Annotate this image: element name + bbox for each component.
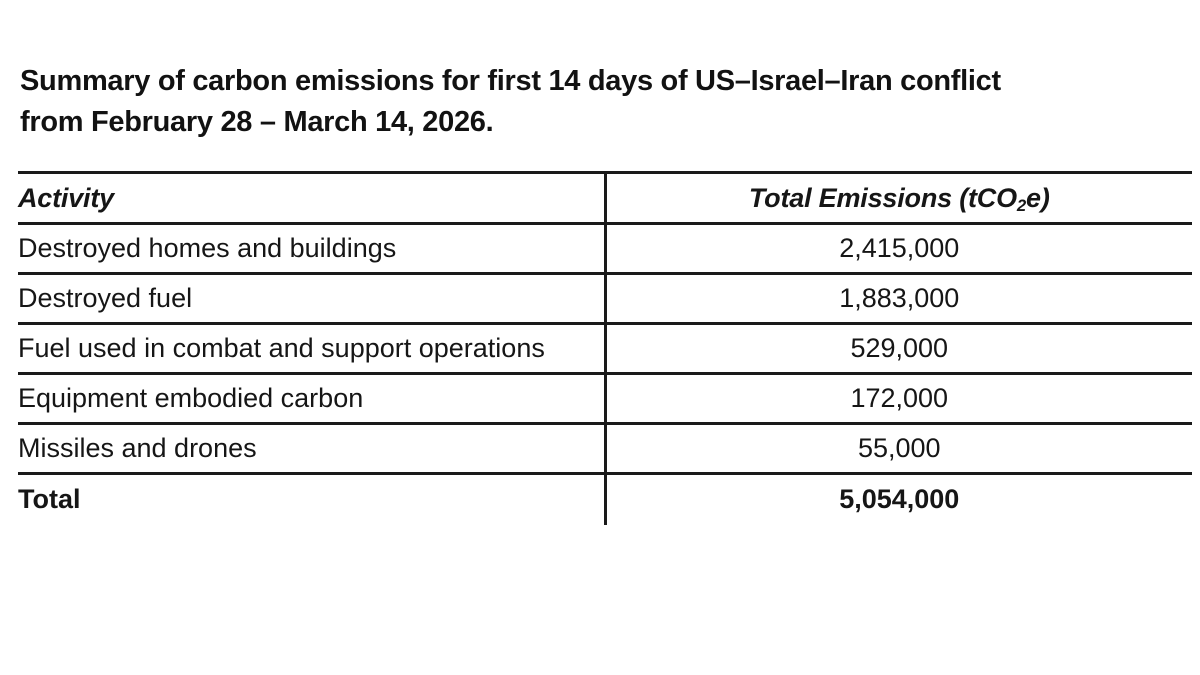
header-emissions-suffix: e) bbox=[1026, 182, 1050, 213]
activity-cell: Missiles and drones bbox=[18, 423, 605, 475]
table-header-row: Activity Total Emissions (tCO2e) bbox=[18, 171, 1192, 225]
table-row: Equipment embodied carbon 172,000 bbox=[18, 373, 1192, 425]
header-emissions-subscript: 2 bbox=[1016, 196, 1027, 216]
table-row: Destroyed fuel 1,883,000 bbox=[18, 273, 1192, 325]
column-header-total-emissions: Total Emissions (tCO2e) bbox=[603, 171, 1192, 225]
emissions-table: Activity Total Emissions (tCO2e) Destroy… bbox=[18, 171, 1192, 525]
emissions-cell: 55,000 bbox=[603, 423, 1192, 475]
caption-line-2: from February 28 – March 14, 2026. bbox=[20, 106, 494, 138]
table-row: Destroyed homes and buildings 2,415,000 bbox=[18, 223, 1192, 275]
emissions-cell: 2,415,000 bbox=[603, 223, 1192, 275]
activity-cell: Destroyed fuel bbox=[18, 273, 605, 325]
header-emissions-prefix: Total Emissions (tCO bbox=[748, 182, 1017, 213]
emissions-cell: 529,000 bbox=[603, 323, 1192, 375]
total-label-cell: Total bbox=[18, 473, 605, 525]
table-total-row: Total 5,054,000 bbox=[18, 473, 1192, 525]
table-row: Fuel used in combat and support operatio… bbox=[18, 323, 1192, 375]
caption-line-1: Summary of carbon emissions for first 14… bbox=[20, 65, 1001, 97]
activity-cell: Destroyed homes and buildings bbox=[18, 223, 605, 275]
total-value-cell: 5,054,000 bbox=[603, 473, 1192, 525]
column-header-activity: Activity bbox=[18, 171, 605, 225]
table-row: Missiles and drones 55,000 bbox=[18, 423, 1192, 475]
activity-cell: Equipment embodied carbon bbox=[18, 373, 605, 425]
emissions-cell: 1,883,000 bbox=[603, 273, 1192, 325]
emissions-cell: 172,000 bbox=[603, 373, 1192, 425]
figure-caption: Summary of carbon emissions for first 14… bbox=[20, 61, 1001, 143]
activity-cell: Fuel used in combat and support operatio… bbox=[18, 323, 605, 375]
